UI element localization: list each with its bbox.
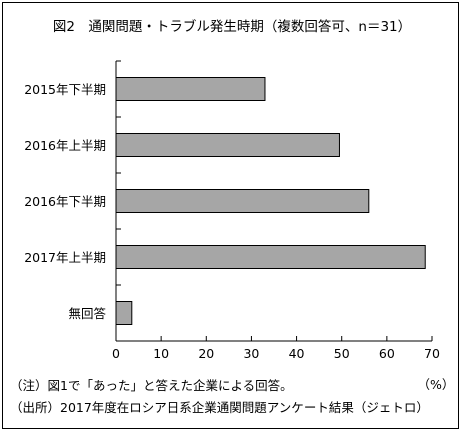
footnote: （注）図1で「あった」と答えた企業による回答。 xyxy=(10,378,293,393)
x-tick-label: 0 xyxy=(112,346,120,361)
category-label: 2016年下半期 xyxy=(24,194,106,209)
bar-4 xyxy=(115,301,133,325)
x-tick-label: 40 xyxy=(289,346,305,361)
x-tick-label: 20 xyxy=(198,346,214,361)
bar-0 xyxy=(115,77,266,101)
chart-title: 図2 通関問題・トラブル発生時期（複数回答可、n＝31） xyxy=(53,18,411,35)
category-label: 2016年上半期 xyxy=(24,138,106,153)
x-tick-label: 30 xyxy=(243,346,259,361)
category-label: 2017年上半期 xyxy=(24,250,106,265)
category-label: 無回答 xyxy=(68,306,106,321)
x-tick-label: 60 xyxy=(379,346,395,361)
x-tick-label: 10 xyxy=(153,346,169,361)
chart-frame xyxy=(2,2,459,429)
source-note: （出所）2017年度在ロシア日系企業通関問題アンケート結果（ジェトロ） xyxy=(10,400,429,415)
bar-2 xyxy=(115,189,370,213)
bar-1 xyxy=(115,133,340,157)
x-axis-unit-label: （%） xyxy=(418,377,455,392)
category-label: 2015年下半期 xyxy=(24,82,106,97)
x-tick-label: 50 xyxy=(334,346,350,361)
bar-3 xyxy=(115,245,426,269)
x-tick-label: 70 xyxy=(424,346,440,361)
